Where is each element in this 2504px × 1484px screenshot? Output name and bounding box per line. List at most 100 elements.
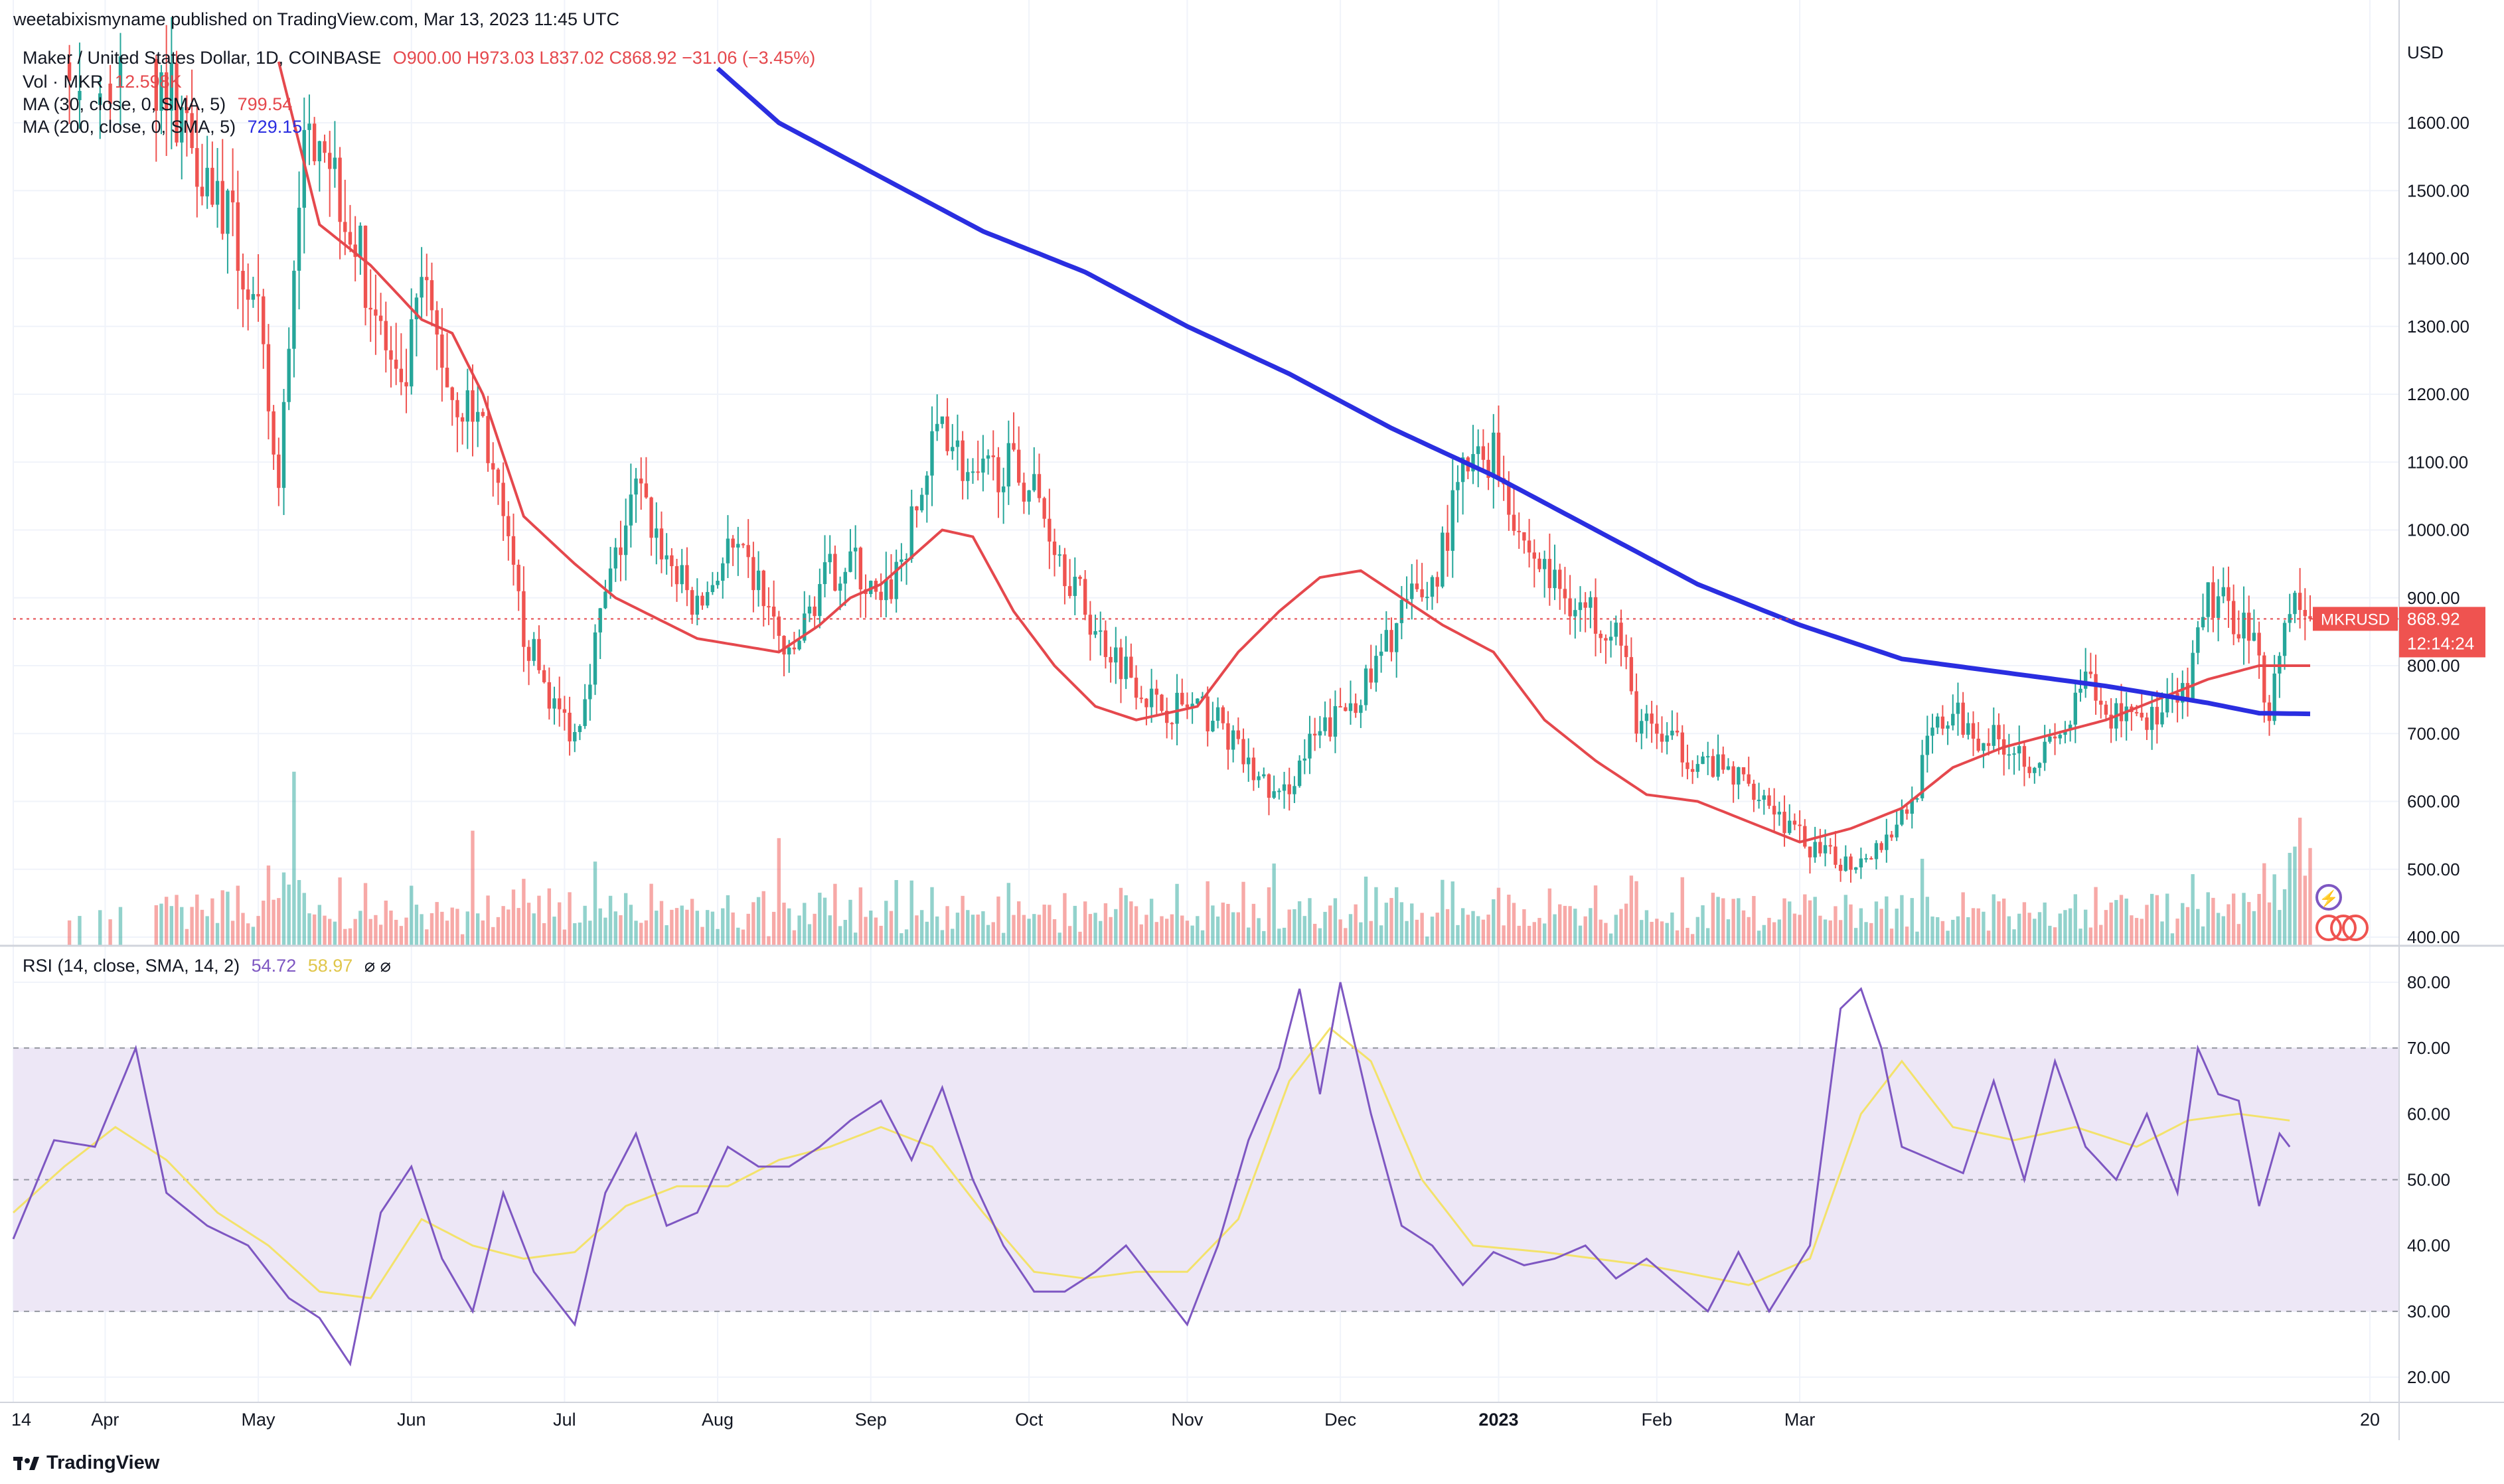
candle-body: [1843, 856, 1848, 871]
candle-body: [1364, 668, 1368, 705]
candle-body: [1052, 541, 1057, 556]
volume-bar: [2293, 846, 2297, 946]
volume-bar: [792, 930, 797, 946]
candle-body: [1946, 725, 1950, 729]
candle-body: [2257, 632, 2261, 656]
candle-body: [1578, 602, 1583, 611]
volume-bar: [1308, 898, 1312, 946]
candle-body: [1445, 532, 1450, 551]
volume-bar: [1568, 906, 1572, 946]
time-tick-label: May: [242, 1410, 276, 1430]
tradingview-footer[interactable]: TradingView: [13, 1452, 159, 1474]
volume-bar: [608, 895, 613, 946]
candle-body: [1542, 559, 1547, 569]
volume-bar: [1553, 914, 1557, 946]
candle-body: [848, 551, 852, 572]
volume-bar: [1828, 920, 1832, 946]
rsi-settings-icons[interactable]: ⌀ ⌀: [364, 956, 391, 976]
candle-body: [1379, 651, 1383, 656]
volume-bar: [558, 902, 562, 946]
candle-body: [1838, 865, 1843, 871]
last-price-tag: MKRUSD 868.92 12:14:24: [2313, 607, 2485, 658]
ohlc-values: O900.00 H973.03 L837.02 C868.92 −31.06 (…: [392, 48, 816, 68]
candle-body: [1992, 725, 1995, 746]
volume-bar: [159, 903, 163, 946]
volume-bar: [613, 911, 617, 946]
volume-bar: [573, 923, 577, 946]
volume-bar: [690, 899, 694, 946]
price-tick-label: 1100.00: [2407, 452, 2468, 472]
ma30-value: 799.54: [237, 94, 293, 114]
volume-bar: [1747, 917, 1751, 946]
volume-bar: [507, 909, 510, 946]
candle-body: [900, 559, 903, 562]
candle-body: [716, 581, 720, 585]
volume-legend[interactable]: Vol · MKR 12.598K: [23, 72, 182, 92]
volume-bar: [363, 883, 368, 946]
candle-body: [1114, 647, 1118, 663]
candle-body: [328, 153, 332, 169]
candle-body: [889, 579, 894, 599]
price-tick-label: 800.00: [2407, 656, 2460, 676]
candle-body: [649, 497, 653, 538]
volume-bar: [1333, 898, 1338, 946]
candle-body: [2221, 587, 2225, 597]
ma30-legend[interactable]: MA (30, close, 0, SMA, 5) 799.54: [23, 94, 292, 115]
candle-body: [389, 350, 393, 360]
volume-bar: [1589, 908, 1593, 946]
candle-body: [665, 555, 668, 559]
candle-body: [1599, 633, 1603, 638]
rsi-tick-label: 50.00: [2407, 1170, 2450, 1190]
volume-bar: [1670, 912, 1674, 946]
candle-body: [343, 222, 347, 232]
volume-bar: [1129, 901, 1133, 946]
volume-bar: [685, 909, 689, 946]
candle-body: [593, 632, 597, 685]
volume-bar: [996, 896, 1000, 946]
volume-bar: [1716, 897, 1720, 946]
candle-body: [777, 616, 781, 636]
candle-body: [1103, 630, 1108, 657]
candle-body: [1737, 767, 1741, 785]
candle-body: [404, 382, 408, 387]
candle-body: [1747, 774, 1751, 784]
candle-body: [884, 579, 888, 601]
volume-bar: [2165, 893, 2169, 946]
candle-body: [1828, 845, 1832, 847]
candle-body: [1726, 766, 1731, 770]
candle-body: [1741, 767, 1746, 775]
ma200-legend[interactable]: MA (200, close, 0, SMA, 5) 729.15: [23, 117, 302, 137]
candle-body: [2083, 671, 2088, 689]
candle-body: [1399, 600, 1404, 623]
symbol-legend[interactable]: Maker / United States Dollar, 1D, COINBA…: [23, 48, 815, 68]
volume-bar: [1154, 922, 1159, 946]
volume-bar: [1144, 915, 1148, 946]
candle-body: [1129, 656, 1133, 678]
volume-bar: [2058, 913, 2062, 946]
candle-body: [1359, 705, 1363, 713]
volume-bar: [1997, 901, 2001, 946]
volume-bar: [1481, 919, 1486, 946]
volume-bar: [1604, 923, 1608, 946]
candle-body: [1532, 552, 1536, 559]
volume-bar: [1741, 910, 1746, 946]
candle-body: [108, 83, 112, 104]
volume-bar: [1578, 925, 1583, 946]
candle-body: [1139, 698, 1143, 700]
candle-body: [1716, 754, 1720, 777]
volume-bar: [864, 917, 868, 946]
candle-body: [1900, 809, 1904, 825]
candle-body: [940, 416, 945, 424]
volume-bar: [2083, 909, 2088, 946]
rsi-legend[interactable]: RSI (14, close, SMA, 14, 2) 54.72 58.97 …: [23, 956, 391, 976]
candle-body: [1328, 717, 1332, 737]
volume-bar: [1032, 914, 1036, 946]
candle-body: [2303, 610, 2308, 617]
volume-bar: [767, 936, 771, 946]
volume-bar: [670, 909, 674, 946]
volume-bar: [1895, 909, 1899, 946]
candle-body: [1782, 812, 1786, 834]
volume-bar: [2134, 918, 2139, 946]
volume-bar: [2288, 853, 2292, 946]
